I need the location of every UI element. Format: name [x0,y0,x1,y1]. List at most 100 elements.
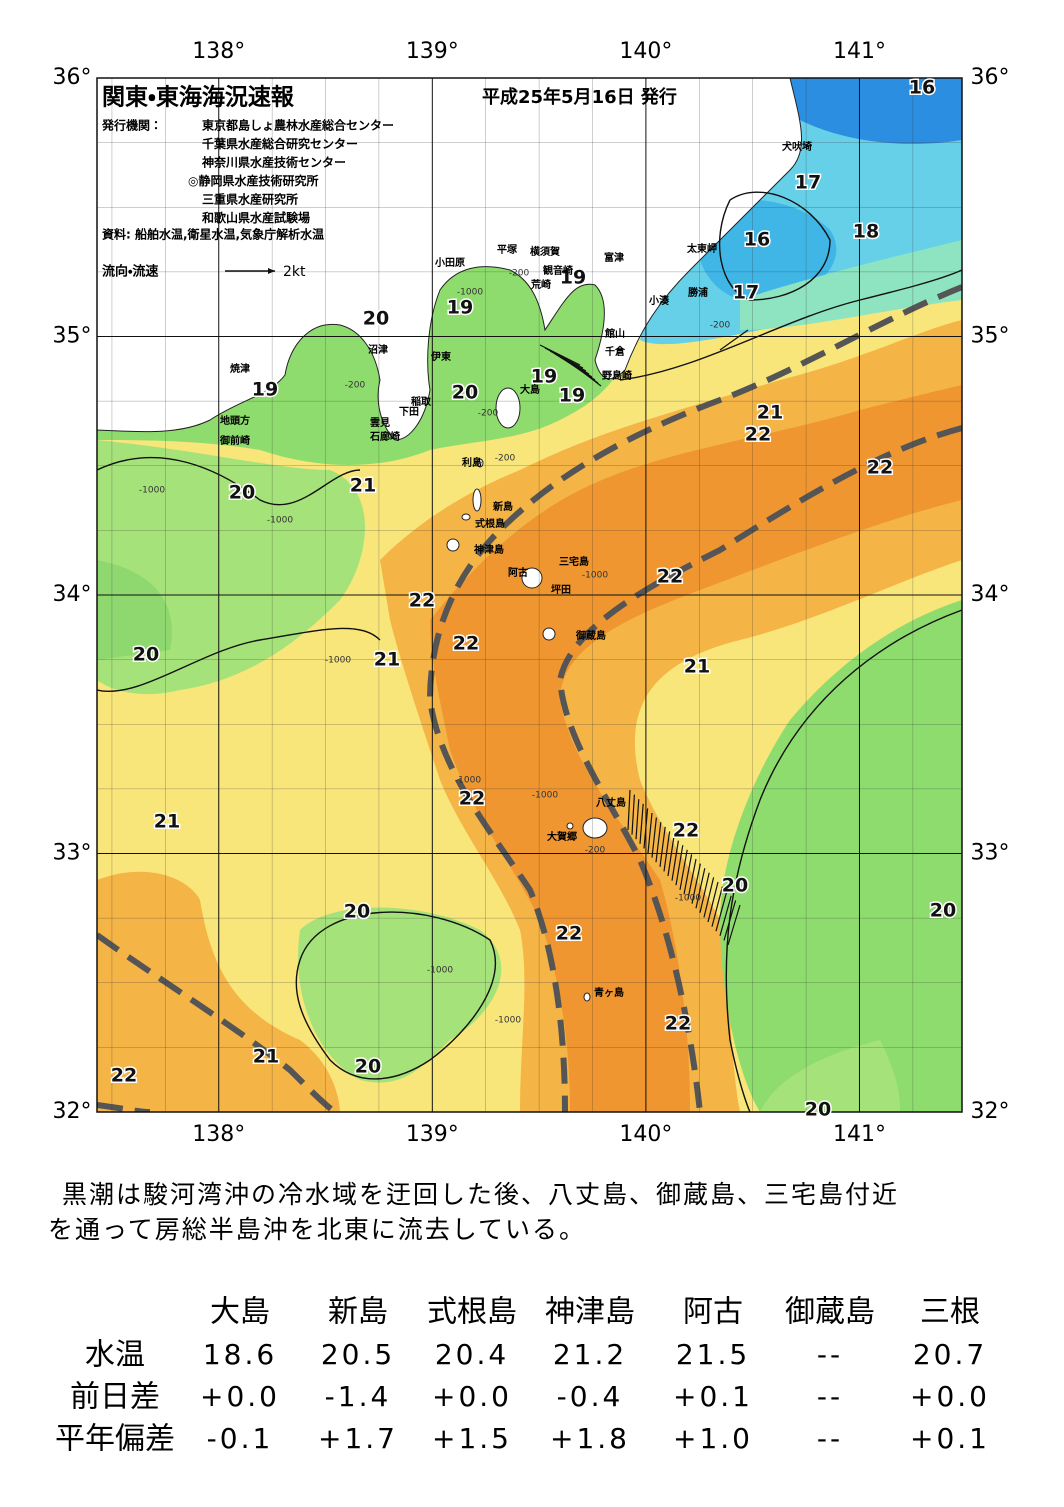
isotherm-label: 22 [459,788,485,810]
land [97,78,802,441]
legend-label: 流向・流速 [102,264,158,280]
cell: -0.1 [207,1422,274,1455]
current-vector [574,365,602,387]
isotherm-label: 21 [757,402,783,424]
isotherm-label: 21 [253,1046,279,1068]
depth-label: -200 [585,846,606,856]
lon-label: 138° [192,1122,245,1147]
island [566,822,574,830]
isotherm-label: 20 [355,1056,381,1078]
current-vector [643,808,649,849]
sea-temperature-map [97,78,962,1112]
place-name: 犬吠埼 [782,140,812,153]
cell: +1.7 [318,1422,398,1455]
issuer: ◎静岡県水産技術研究所 [188,173,318,188]
place-name: 沼津 [368,343,388,356]
island [495,387,521,429]
place-name: 小湊 [648,294,670,307]
isotherm-label: 16 [909,77,935,99]
sea-22-core [430,385,962,1112]
isotherm-label: 21 [374,649,400,671]
place-name: 太東岬 [686,242,717,255]
place-name: 館山 [604,327,625,340]
isotherm-label: 22 [673,820,699,842]
sea-20 [97,560,172,660]
isotherm-label: 20 [133,644,159,666]
cell: +0.1 [673,1380,753,1413]
issuer-list: 東京都島しょ農林水産総合センター千葉県水産総合研究センター神奈川県水産技術センタ… [188,118,394,226]
cell: +0.1 [910,1422,990,1455]
depth-label: -1000 [455,776,481,786]
place-name: 横須賀 [530,245,560,258]
isotherm-label: 19 [531,366,557,388]
island [476,458,484,468]
column-header: 式根島 [427,1295,517,1330]
row-label: 水温 [85,1338,145,1373]
cell: +0.0 [200,1380,280,1413]
current-vector [723,900,737,941]
current-vector [687,858,697,900]
isotherm-label: 22 [556,923,582,945]
grid [97,78,962,1112]
current-vector [711,886,723,927]
island [461,513,471,521]
cell: -- [817,1422,843,1455]
current-vector [647,812,653,854]
depth-label: -1000 [267,516,293,526]
column-header: 新島 [328,1295,388,1330]
island [521,567,543,589]
lon-label: 141° [833,1122,886,1147]
cell: +0.0 [910,1380,990,1413]
depth-label: -200 [478,409,499,419]
depth-label: -200 [710,321,731,331]
cell: +1.5 [432,1422,512,1455]
current-vector [631,794,635,835]
place-name: 野島崎 [602,369,632,382]
cell: 21.5 [676,1338,750,1371]
isotherm-label: 19 [447,297,473,319]
cell: -- [817,1380,843,1413]
lat-label: 36° [53,65,92,90]
place-name: 新島 [492,500,513,513]
current-vectors [539,329,749,946]
description: 黒潮は駿河湾沖の冷水域を迂回した後、八丈島、御蔵島、三宅島付近を通って房総半島沖… [48,1180,897,1244]
current-vector [667,835,675,877]
isotherm-label: 22 [111,1065,137,1087]
cell: 20.5 [321,1338,395,1371]
current-vector [719,329,749,351]
island [446,538,460,552]
isotherm-label: 17 [733,282,759,304]
place-name: 八丈島 [596,796,626,809]
lon-label: 138° [192,39,245,64]
island [472,488,482,512]
current-vector [707,881,719,923]
isotherm-label: 19 [559,385,585,407]
place-name: 阿古 [508,566,528,579]
current-vector [627,789,631,831]
contours [97,191,962,1112]
place-name: 石廊崎 [369,430,400,443]
lat-label: 34° [53,582,92,607]
current-vector [683,854,693,895]
current-vector [671,840,679,881]
isotherm-label: 22 [657,566,683,588]
depth-label: -200 [495,454,516,464]
current-vector [639,803,644,844]
sea-20 [298,907,502,1083]
place-name: 焼津 [230,362,250,375]
depth-label: -1000 [457,288,483,298]
depth-label: -1000 [675,894,701,904]
sea-16 [790,78,962,144]
title: 関東・東海海況速報 [102,84,295,111]
issuer: 神奈川県水産技術センター [201,155,346,170]
place-name: 観音崎 [543,264,573,277]
lat-label: 36° [971,65,1010,90]
isotherm-label: 19 [560,267,586,289]
place-name: 地頭方 [220,414,250,427]
isotherm-label: 22 [867,457,893,479]
depth-label: -1000 [495,1016,521,1026]
column-header: 三根 [920,1295,980,1330]
cell: 20.4 [435,1338,509,1371]
lon-label: 140° [619,1122,672,1147]
